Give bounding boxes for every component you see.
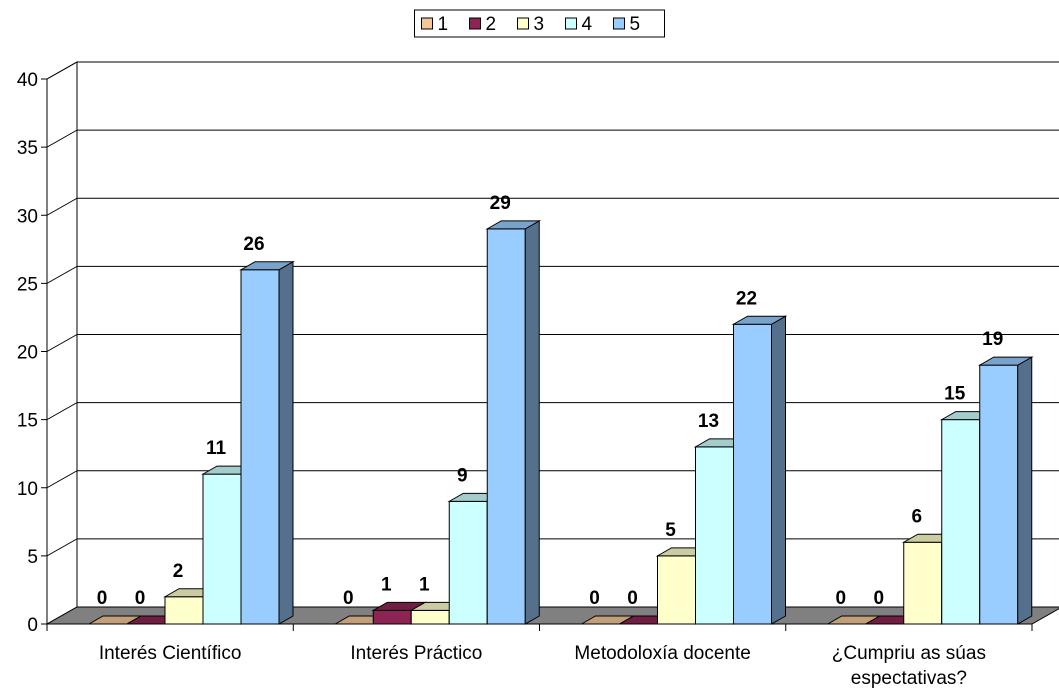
gridline-side	[46, 265, 78, 284]
data-label: 0	[97, 588, 108, 609]
x-tick-label: Interés Práctico	[350, 643, 482, 664]
plot-wall	[46, 61, 1059, 625]
legend-label: 5	[630, 14, 641, 35]
data-label: 9	[457, 465, 468, 486]
data-label: 2	[173, 561, 184, 582]
gridline-side	[46, 334, 78, 352]
bar-front	[733, 323, 772, 625]
data-label: 6	[911, 506, 922, 527]
bar-top	[239, 261, 295, 271]
gridline-side	[46, 470, 78, 489]
y-tick-label: 25	[17, 274, 38, 295]
bar-front	[240, 269, 280, 625]
data-label: 0	[343, 588, 354, 609]
x-tick-label-line: Interés Práctico	[350, 643, 482, 664]
legend-label: 1	[438, 14, 449, 35]
data-label: 0	[835, 588, 846, 609]
y-tick-label: 35	[17, 138, 38, 159]
bar-front	[372, 609, 412, 625]
legend-label: 3	[534, 14, 545, 35]
data-label: 22	[736, 288, 757, 309]
bars	[87, 220, 1034, 625]
data-label: 11	[206, 438, 227, 459]
y-tick-label: 0	[27, 615, 38, 636]
bar-side	[278, 260, 294, 625]
legend-swatch	[517, 17, 529, 30]
gridline-side	[46, 61, 78, 80]
legend-swatch	[421, 17, 433, 30]
bar	[239, 260, 295, 625]
bar-front	[448, 500, 488, 625]
data-label: 1	[419, 574, 430, 595]
y-tick-label: 15	[17, 411, 38, 432]
bar-top	[977, 356, 1034, 366]
legend-swatch	[565, 17, 577, 30]
data-label: 0	[873, 588, 884, 609]
data-label: 26	[243, 234, 264, 255]
data-label: 1	[381, 574, 392, 595]
y-tick-label: 40	[17, 70, 38, 91]
legend-swatch	[613, 17, 625, 30]
bar-front	[657, 555, 696, 625]
x-tick-label: ¿Cumpriu as súas espectativas?	[832, 643, 986, 689]
y-tick-label: 5	[27, 547, 38, 568]
bar-side	[771, 315, 786, 625]
bar-front	[979, 364, 1019, 625]
bar	[731, 315, 788, 625]
x-tick-label-line: Interés Científico	[99, 643, 242, 664]
gridline-side	[46, 402, 78, 421]
x-tick-label-line: Metodoloxía docente	[574, 643, 750, 664]
x-tick-label-line: espectativas?	[851, 668, 967, 689]
data-label: 19	[982, 329, 1003, 350]
x-tick-label: Metodoloxía docente	[574, 643, 750, 664]
gridline-side	[46, 538, 78, 557]
bar-front	[903, 541, 943, 625]
data-label: 0	[627, 588, 638, 609]
bar-front	[941, 419, 981, 625]
legend-label: 2	[486, 14, 497, 35]
bar	[485, 220, 542, 625]
bar-top	[731, 315, 788, 325]
y-tick-label: 20	[17, 343, 38, 364]
data-label: 5	[665, 520, 676, 541]
legend-label: 4	[582, 14, 593, 35]
data-label: 0	[135, 588, 146, 609]
gridline-side	[46, 197, 78, 216]
bar-side	[524, 220, 540, 625]
bar-top	[485, 220, 542, 230]
bar-front	[486, 228, 526, 625]
y-tick-label: 30	[17, 206, 38, 227]
gridline-side	[46, 129, 78, 148]
bar-front	[410, 609, 450, 625]
legend-swatch	[469, 17, 481, 30]
data-label: 15	[944, 384, 966, 405]
x-tick-label: Interés Científico	[99, 643, 242, 664]
bar	[977, 356, 1034, 625]
legend: 1 2 3 4 5	[414, 9, 665, 38]
data-label: 29	[490, 193, 511, 214]
data-label: 0	[589, 588, 600, 609]
bar-front	[202, 473, 242, 625]
bar-front	[695, 446, 734, 625]
bar-side	[1017, 356, 1033, 625]
data-label: 13	[698, 411, 719, 432]
x-tick-label-line: ¿Cumpriu as súas	[832, 643, 986, 664]
bar-front	[164, 596, 204, 625]
y-tick-label: 10	[17, 479, 38, 500]
